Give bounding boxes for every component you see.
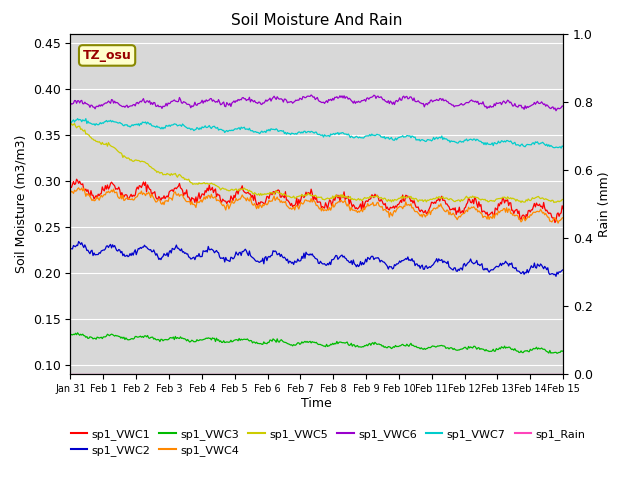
sp1_VWC6 <box>515 102 523 108</box>
sp1_VWC3 <box>67 332 74 338</box>
sp1_VWC2 <box>367 254 374 260</box>
sp1_VWC2 <box>275 251 283 256</box>
sp1_Rain <box>342 372 350 377</box>
Line: sp1_VWC3: sp1_VWC3 <box>70 333 563 353</box>
sp1_VWC2 <box>429 261 437 267</box>
sp1_VWC1 <box>73 176 81 182</box>
sp1_VWC1 <box>343 195 351 201</box>
sp1_Rain <box>514 372 522 377</box>
sp1_VWC6 <box>559 103 567 109</box>
sp1_VWC3 <box>74 330 81 336</box>
sp1_VWC5 <box>221 186 228 192</box>
sp1_VWC2 <box>515 268 523 274</box>
sp1_VWC1 <box>67 184 74 190</box>
Title: Soil Moisture And Rain: Soil Moisture And Rain <box>231 13 403 28</box>
sp1_VWC2 <box>67 246 74 252</box>
sp1_VWC6 <box>67 102 74 108</box>
sp1_VWC5 <box>367 193 374 199</box>
sp1_VWC7 <box>559 144 567 150</box>
sp1_VWC7 <box>429 134 437 140</box>
sp1_VWC3 <box>429 343 437 349</box>
sp1_VWC4 <box>67 190 74 196</box>
sp1_VWC6 <box>367 95 374 100</box>
sp1_VWC5 <box>429 195 437 201</box>
sp1_VWC7 <box>515 143 523 148</box>
sp1_VWC1 <box>221 198 228 204</box>
sp1_VWC5 <box>550 200 558 205</box>
sp1_VWC3 <box>559 348 567 354</box>
sp1_Rain <box>429 372 436 377</box>
sp1_VWC4 <box>343 203 351 209</box>
sp1_VWC5 <box>559 196 567 202</box>
sp1_VWC1 <box>559 206 567 212</box>
sp1_VWC7 <box>367 133 374 139</box>
sp1_VWC1 <box>429 201 437 206</box>
sp1_VWC4 <box>515 216 523 222</box>
sp1_Rain <box>220 372 228 377</box>
sp1_VWC7 <box>67 120 74 126</box>
sp1_VWC2 <box>343 258 351 264</box>
sp1_VWC3 <box>275 339 283 345</box>
sp1_VWC3 <box>343 339 351 345</box>
sp1_VWC4 <box>367 202 374 207</box>
Line: sp1_VWC6: sp1_VWC6 <box>70 95 563 111</box>
sp1_VWC3 <box>367 342 374 348</box>
sp1_VWC7 <box>557 145 565 151</box>
sp1_VWC2 <box>552 274 560 279</box>
sp1_VWC1 <box>275 188 283 193</box>
sp1_VWC6 <box>552 108 560 114</box>
X-axis label: Time: Time <box>301 397 332 410</box>
sp1_VWC4 <box>429 205 437 211</box>
sp1_VWC4 <box>275 196 283 202</box>
sp1_VWC2 <box>75 239 83 244</box>
sp1_VWC1 <box>367 196 374 202</box>
sp1_VWC4 <box>559 215 567 220</box>
sp1_VWC1 <box>551 220 559 226</box>
sp1_VWC5 <box>67 122 74 128</box>
Line: sp1_VWC1: sp1_VWC1 <box>70 179 563 223</box>
sp1_VWC7 <box>275 128 283 134</box>
Text: TZ_osu: TZ_osu <box>83 49 131 62</box>
sp1_VWC4 <box>221 204 228 210</box>
sp1_VWC5 <box>343 193 351 199</box>
sp1_Rain <box>275 372 282 377</box>
sp1_VWC6 <box>343 94 351 100</box>
sp1_VWC3 <box>553 350 561 356</box>
sp1_VWC3 <box>515 349 523 355</box>
sp1_VWC4 <box>75 185 83 191</box>
sp1_VWC6 <box>275 96 282 101</box>
sp1_Rain <box>366 372 374 377</box>
Legend: sp1_VWC1, sp1_VWC2, sp1_VWC3, sp1_VWC4, sp1_VWC5, sp1_VWC6, sp1_VWC7, sp1_Rain: sp1_VWC1, sp1_VWC2, sp1_VWC3, sp1_VWC4, … <box>66 424 590 460</box>
sp1_VWC6 <box>429 98 437 104</box>
sp1_VWC2 <box>221 259 228 265</box>
sp1_Rain <box>559 372 567 377</box>
sp1_Rain <box>67 372 74 377</box>
sp1_VWC7 <box>343 132 351 138</box>
Line: sp1_VWC5: sp1_VWC5 <box>70 123 563 203</box>
sp1_VWC7 <box>74 116 81 121</box>
sp1_VWC4 <box>554 220 562 226</box>
sp1_VWC5 <box>515 198 523 204</box>
sp1_VWC6 <box>220 99 228 105</box>
sp1_VWC3 <box>221 340 228 346</box>
sp1_VWC5 <box>275 191 283 196</box>
sp1_VWC2 <box>559 267 567 273</box>
Line: sp1_VWC2: sp1_VWC2 <box>70 241 563 276</box>
sp1_VWC7 <box>221 130 228 135</box>
Y-axis label: Soil Moisture (m3/m3): Soil Moisture (m3/m3) <box>14 135 28 273</box>
Line: sp1_VWC7: sp1_VWC7 <box>70 119 563 148</box>
sp1_VWC1 <box>515 208 523 214</box>
sp1_VWC6 <box>307 92 315 98</box>
Line: sp1_VWC4: sp1_VWC4 <box>70 188 563 223</box>
sp1_VWC5 <box>70 120 78 126</box>
Y-axis label: Rain (mm): Rain (mm) <box>598 171 611 237</box>
